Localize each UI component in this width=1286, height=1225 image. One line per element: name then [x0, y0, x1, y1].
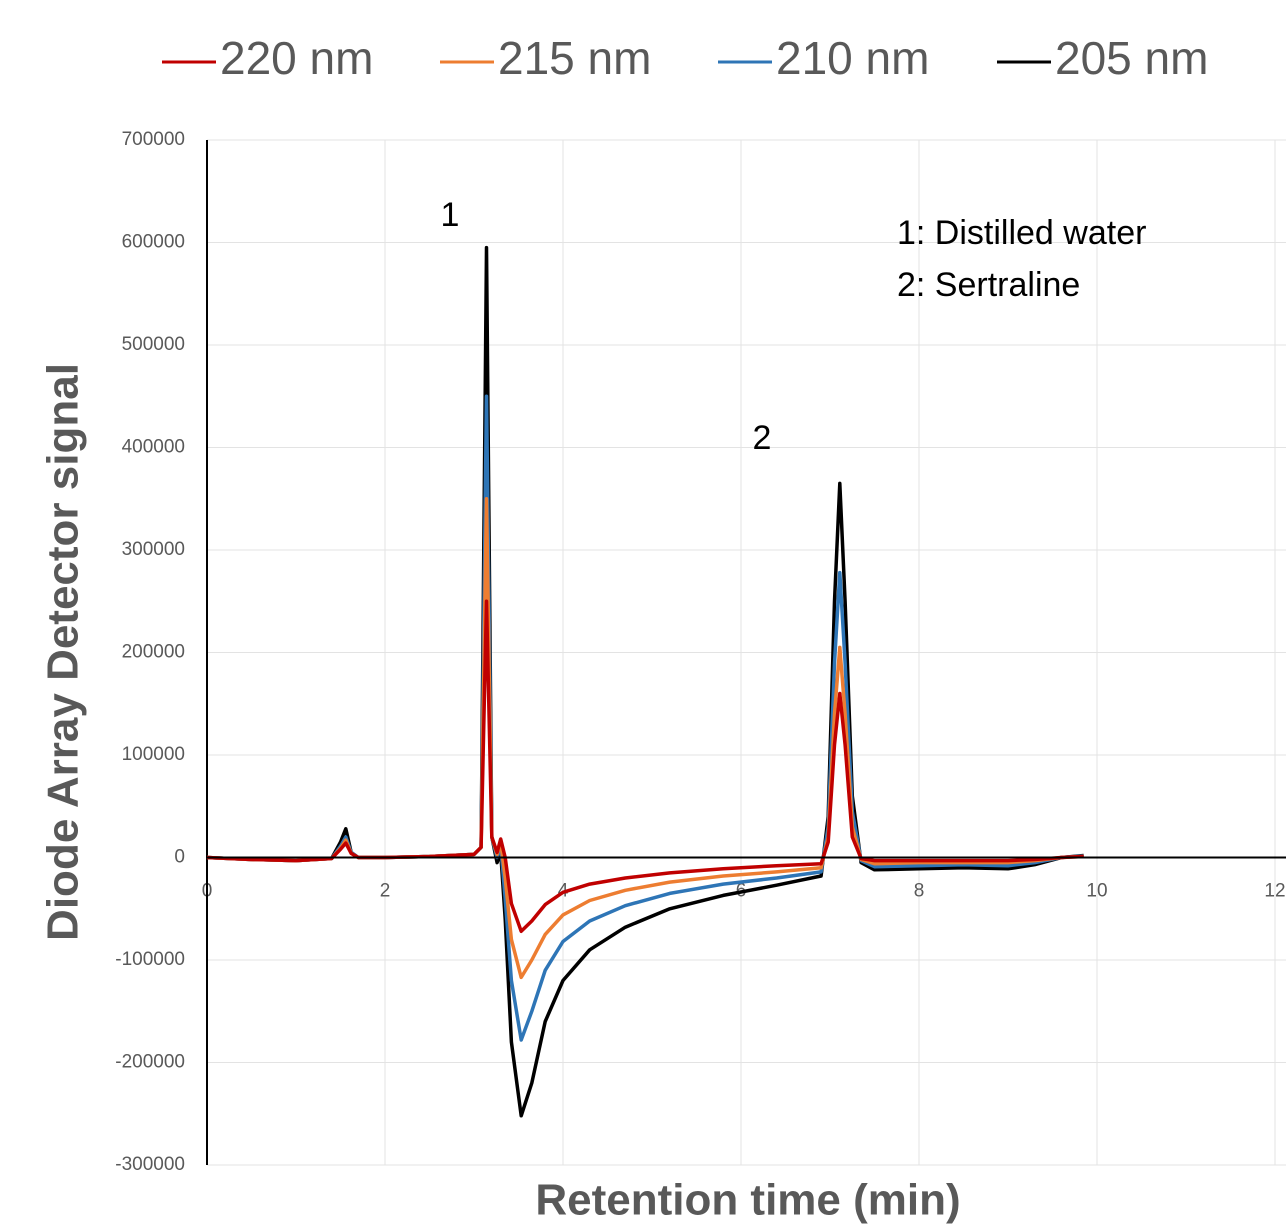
- annotation: 1: [441, 196, 460, 234]
- legend-label: 215 nm: [498, 32, 651, 84]
- annotation: 1: Distilled water: [897, 214, 1146, 252]
- annotation: 2: [753, 419, 772, 457]
- y-tick-label: -200000: [115, 1052, 185, 1073]
- annotation: 2: Sertraline: [897, 266, 1080, 304]
- y-tick-label: 100000: [122, 744, 185, 765]
- series-line: [206, 599, 1084, 934]
- x-tick-label: 2: [380, 881, 391, 902]
- y-tick-label: 200000: [122, 642, 185, 663]
- x-axis-title: Retention time (min): [535, 1176, 960, 1225]
- y-tick-label: 400000: [122, 437, 185, 458]
- y-tick-label: -300000: [115, 1154, 185, 1175]
- y-tick-label: 600000: [122, 232, 185, 253]
- y-tick-label: 700000: [122, 129, 185, 150]
- legend-label: 205 nm: [1055, 32, 1208, 84]
- x-tick-label: 8: [914, 881, 925, 902]
- y-tick-label: -100000: [115, 949, 185, 970]
- x-tick-label: 10: [1086, 881, 1107, 902]
- legend-label: 210 nm: [776, 32, 929, 84]
- x-tick-label: 12: [1264, 881, 1285, 902]
- y-tick-label: 500000: [122, 334, 185, 355]
- y-tick-label: 300000: [122, 539, 185, 560]
- y-tick-label: 0: [174, 847, 185, 868]
- series-line: [206, 245, 1084, 1118]
- series-line: [206, 394, 1084, 1042]
- y-axis-title: Diode Array Detector signal: [39, 363, 88, 941]
- series-line: [206, 497, 1084, 980]
- legend-label: 220 nm: [220, 32, 373, 84]
